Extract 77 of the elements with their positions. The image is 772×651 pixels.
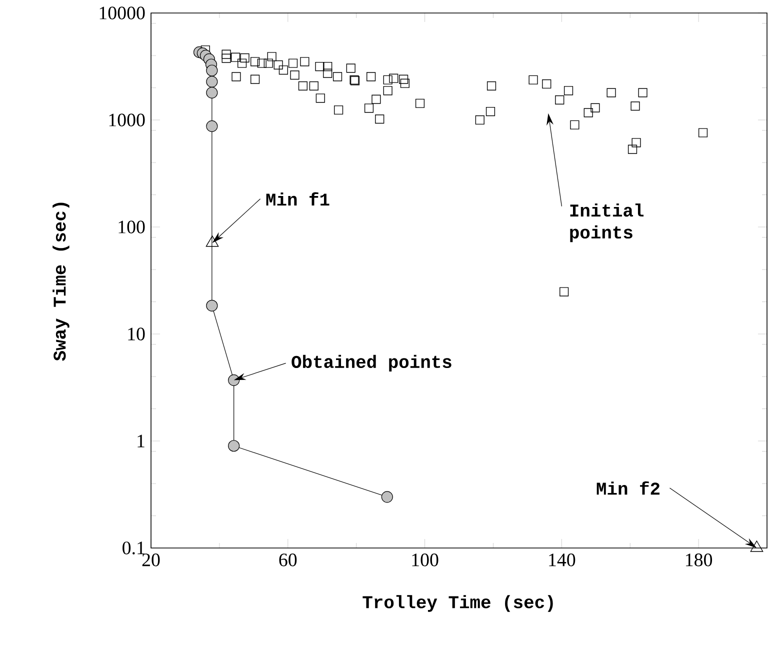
point — [240, 53, 250, 62]
point — [399, 74, 408, 84]
point — [257, 58, 266, 68]
point — [206, 300, 218, 312]
y-tick-label: 1000 — [109, 114, 145, 126]
point — [383, 75, 392, 84]
x-axis-title: Trolley Time (sec) — [362, 595, 553, 612]
point — [389, 74, 398, 83]
point — [560, 287, 569, 296]
point — [300, 57, 310, 66]
point — [383, 86, 392, 96]
point — [228, 440, 240, 452]
point — [232, 72, 241, 82]
x-tick-label: 140 — [549, 554, 576, 566]
point — [274, 60, 283, 70]
point — [206, 120, 218, 132]
point — [298, 81, 308, 91]
point — [230, 52, 240, 62]
point — [400, 78, 410, 88]
point — [222, 50, 231, 59]
y-tick-label: 10000 — [100, 6, 145, 20]
point — [632, 138, 641, 148]
point — [206, 86, 218, 98]
y-tick-label: 100 — [118, 220, 145, 234]
point — [628, 144, 638, 154]
point — [346, 64, 356, 73]
y-tick-label: 1 — [138, 434, 144, 448]
point — [206, 64, 218, 76]
point — [372, 94, 381, 104]
point — [278, 65, 288, 75]
point — [375, 114, 384, 124]
point — [570, 120, 580, 130]
y-axis-title: Sway Time (sec) — [52, 202, 70, 361]
y-tick-label: 0.1 — [122, 542, 144, 554]
x-tick-label: 100 — [412, 554, 438, 566]
point — [698, 128, 708, 138]
point — [630, 101, 640, 111]
point — [206, 76, 218, 88]
point — [267, 52, 276, 62]
annotation: Min f2 — [596, 481, 660, 495]
point — [237, 58, 247, 68]
annotation: Min f1 — [266, 192, 330, 206]
point — [323, 62, 332, 72]
point — [584, 108, 593, 118]
point — [250, 57, 260, 66]
point — [222, 54, 231, 63]
annotation: Obtained points — [292, 354, 452, 372]
point — [288, 58, 298, 68]
y-tick-label: 10 — [128, 328, 145, 340]
point — [250, 74, 260, 84]
point — [332, 72, 342, 82]
point — [475, 115, 484, 125]
x-tick-label: 180 — [686, 554, 712, 566]
point — [555, 95, 564, 104]
point — [366, 72, 376, 82]
point — [638, 88, 648, 98]
point — [606, 88, 616, 98]
point — [316, 94, 325, 103]
point — [323, 68, 332, 78]
point — [415, 98, 425, 108]
point — [290, 70, 300, 80]
point — [528, 75, 538, 84]
point — [228, 374, 240, 386]
point — [486, 106, 496, 116]
point — [590, 103, 600, 112]
point — [309, 81, 318, 91]
point — [315, 62, 324, 72]
point — [264, 58, 273, 68]
x-tick-label: 20 — [142, 554, 160, 566]
point — [381, 491, 393, 503]
point — [334, 105, 344, 115]
annotation: Initial points — [570, 203, 644, 242]
point — [486, 81, 496, 91]
point — [542, 79, 552, 89]
x-tick-label: 60 — [279, 554, 297, 566]
point — [364, 104, 374, 113]
point — [564, 86, 574, 96]
